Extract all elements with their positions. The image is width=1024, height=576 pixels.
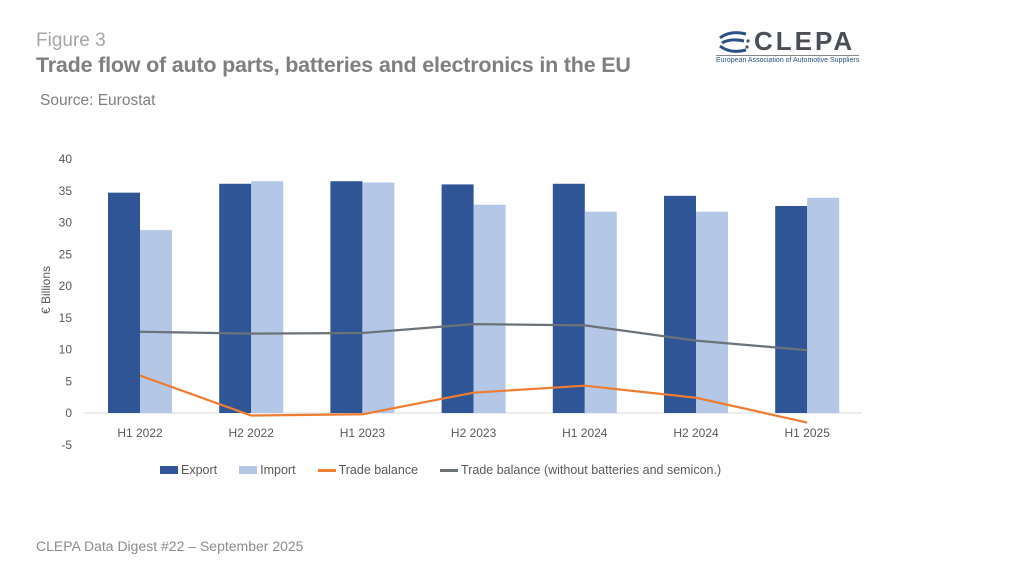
figure-number: Figure 3: [36, 30, 106, 51]
y-tick-label: 40: [59, 152, 73, 166]
bar-import: [140, 230, 172, 413]
x-tick-label: H2 2022: [229, 426, 275, 440]
x-tick-label: H2 2023: [451, 426, 497, 440]
footer-text: CLEPA Data Digest #22 – September 2025: [36, 538, 304, 554]
bar-export: [775, 205, 808, 413]
bar-export: [108, 192, 140, 413]
y-tick-label: 35: [59, 184, 73, 198]
x-tick-label: H1 2022: [117, 426, 163, 440]
logo-text: CLEPA: [754, 26, 856, 56]
chart-title: Trade flow of auto parts, batteries and …: [36, 53, 631, 77]
bar-import: [696, 211, 728, 413]
legend-trade-balance-ex: Trade balance (without batteries and sem…: [440, 463, 721, 477]
legend-swatch-export: [160, 466, 178, 474]
clepa-logo: CLEPA European Association of Automotive…: [716, 26, 860, 66]
y-tick-label: 30: [59, 216, 73, 230]
x-tick-label: H1 2023: [340, 426, 386, 440]
x-tick-label: H1 2024: [562, 426, 608, 440]
x-tick-label: H1 2025: [785, 426, 831, 440]
y-tick-label: -5: [61, 438, 72, 452]
logo-subtitle: European Association of Automotive Suppl…: [716, 55, 860, 64]
legend-export: Export: [160, 463, 217, 477]
bar-import: [473, 204, 506, 413]
y-tick-label: 25: [59, 247, 73, 261]
y-axis-label: € Billions: [39, 266, 53, 314]
bar-import: [251, 181, 284, 413]
legend-swatch-trade-balance: [317, 468, 336, 472]
bar-import: [807, 197, 840, 413]
bar-export: [441, 184, 474, 413]
y-tick-label: 5: [65, 374, 72, 388]
bar-export: [552, 183, 585, 413]
y-tick-label: 15: [59, 311, 73, 325]
x-tick-label: H2 2024: [673, 426, 719, 440]
bar-export: [664, 195, 696, 413]
source-label: Source: Eurostat: [40, 92, 156, 109]
legend-trade-balance: Trade balance: [317, 463, 418, 477]
y-tick-label: 10: [59, 343, 73, 357]
clepa-swoosh-icon: [719, 31, 750, 53]
legend-swatch-import: [239, 466, 258, 474]
legend: Export Import Trade balance Trade balanc…: [160, 463, 743, 477]
bar-import: [362, 182, 395, 413]
y-tick-label: 0: [65, 406, 72, 420]
y-tick-label: 20: [59, 279, 73, 293]
legend-swatch-trade-balance-ex: [440, 468, 459, 472]
legend-import: Import: [239, 463, 296, 477]
bar-export: [330, 181, 363, 413]
bar-export: [219, 183, 252, 413]
bar-import: [584, 211, 617, 413]
